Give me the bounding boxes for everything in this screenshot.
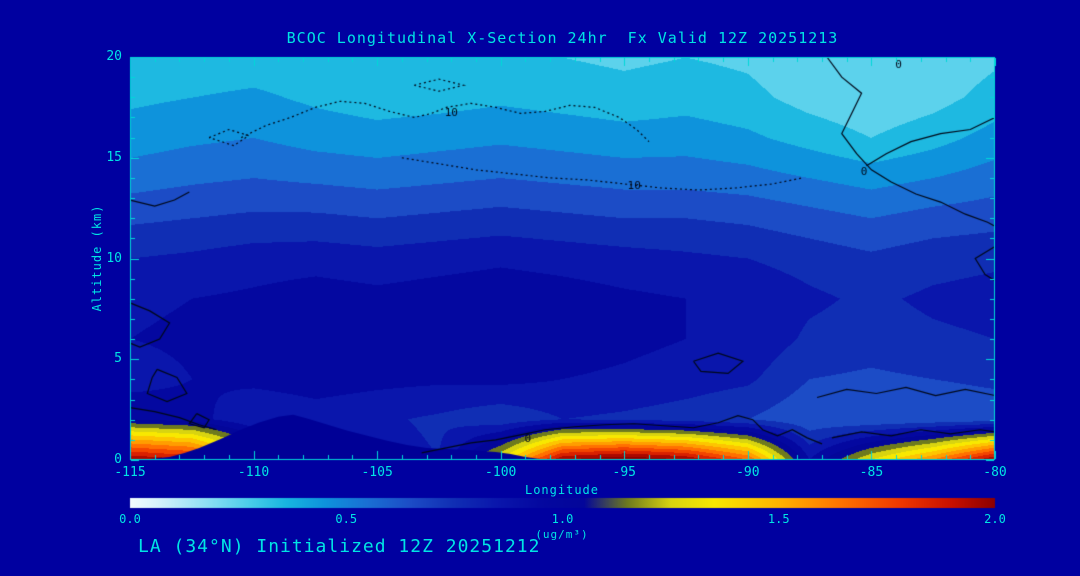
init-time-label: LA (34°N) Initialized 12Z 20251212 (138, 536, 541, 557)
colorbar-tick-label: 1.5 (767, 512, 790, 526)
x-tick-label: -100 (485, 465, 517, 480)
x-tick-label: -85 (859, 465, 884, 480)
colorbar-units-label: (ug/m³) (535, 528, 589, 541)
y-tick-label: 20 (106, 49, 122, 64)
y-tick-label: 5 (114, 351, 122, 367)
x-tick-label: -80 (983, 465, 1007, 480)
y-tick-label: 15 (106, 149, 122, 165)
x-tick-label: -110 (237, 465, 270, 480)
colorbar-tick-label: 1.0 (551, 512, 574, 526)
x-tick-label: -95 (612, 465, 637, 480)
x-axis-title: Longitude (524, 483, 600, 497)
colorbar-tick-label: 2.0 (984, 512, 1006, 526)
y-tick-label: 0 (114, 452, 122, 467)
colorbar-tick-label: 0.0 (119, 512, 141, 526)
x-tick-label: -115 (114, 465, 146, 480)
chart-title: BCOC Longitudinal X-Section 24hr Fx Vali… (286, 29, 839, 47)
y-tick-label: 10 (106, 250, 122, 266)
x-tick-label: -90 (736, 465, 760, 480)
colorbar-tick-label: 0.5 (335, 512, 358, 526)
x-tick-label: -105 (361, 465, 393, 480)
